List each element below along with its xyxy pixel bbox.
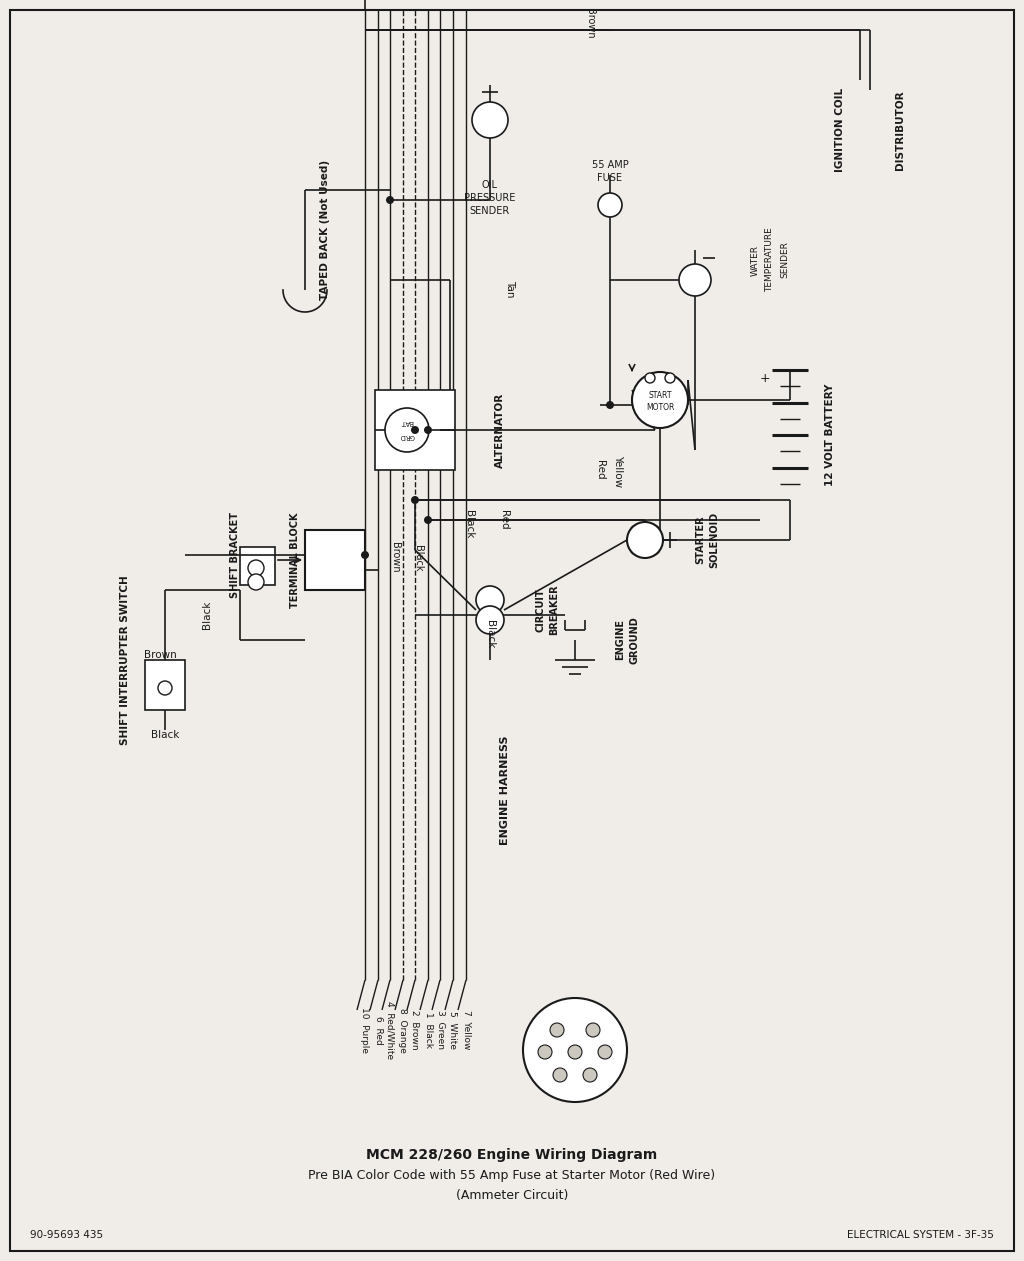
Circle shape [679,264,711,296]
Circle shape [586,1023,600,1037]
Circle shape [550,1023,564,1037]
Text: SOLENOID: SOLENOID [709,512,719,567]
Circle shape [598,193,622,217]
Text: Black: Black [464,509,474,538]
Circle shape [476,586,504,614]
Circle shape [646,541,660,555]
Text: FUSE: FUSE [597,173,623,183]
Text: BAT: BAT [400,419,414,425]
FancyBboxPatch shape [145,660,185,710]
Circle shape [645,373,655,383]
Text: 12 VOLT BATTERY: 12 VOLT BATTERY [825,383,835,487]
Circle shape [248,574,264,590]
Text: Brown: Brown [390,542,400,572]
Text: SENDER: SENDER [780,242,790,279]
Text: Black: Black [151,730,179,740]
Text: GROUND: GROUND [629,617,639,663]
Text: Black: Black [485,620,495,648]
Circle shape [411,426,419,434]
Text: BREAKER: BREAKER [549,585,559,636]
Text: Brown: Brown [585,8,595,39]
Circle shape [553,1068,567,1082]
Text: Pre BIA Color Code with 55 Amp Fuse at Starter Motor (Red Wire): Pre BIA Color Code with 55 Amp Fuse at S… [308,1169,716,1182]
Text: ELECTRICAL SYSTEM - 3F-35: ELECTRICAL SYSTEM - 3F-35 [847,1229,994,1240]
Text: SENDER: SENDER [470,206,510,216]
Circle shape [385,409,429,451]
FancyBboxPatch shape [305,530,365,590]
Text: MCM 228/260 Engine Wiring Diagram: MCM 228/260 Engine Wiring Diagram [367,1148,657,1161]
Circle shape [472,102,508,137]
Text: 1  Black: 1 Black [424,1013,432,1048]
Circle shape [583,1068,597,1082]
Text: (Ammeter Circuit): (Ammeter Circuit) [456,1189,568,1202]
Text: START: START [648,391,672,400]
Text: Black: Black [202,600,212,629]
Text: STARTER: STARTER [695,516,705,565]
Circle shape [538,1045,552,1059]
Text: 90-95693 435: 90-95693 435 [30,1229,103,1240]
Text: DISTRIBUTOR: DISTRIBUTOR [895,91,905,170]
Text: ENGINE: ENGINE [615,619,625,661]
Text: 8  Orange: 8 Orange [398,1008,408,1053]
Circle shape [606,401,614,409]
Text: WATER: WATER [751,245,760,275]
Text: Brown: Brown [143,649,176,660]
Text: Tan: Tan [505,280,515,298]
Text: SHIFT INTERRUPTER SWITCH: SHIFT INTERRUPTER SWITCH [120,575,130,745]
Circle shape [476,607,504,634]
Text: OIL: OIL [482,180,498,190]
Text: CIRCUIT: CIRCUIT [535,588,545,632]
Text: 5  White: 5 White [449,1011,458,1049]
Text: 4  Red/White: 4 Red/White [385,1001,394,1059]
Text: 2  Brown: 2 Brown [411,1010,420,1050]
Text: GRD: GRD [399,433,415,439]
Text: MOTOR: MOTOR [646,402,674,411]
Circle shape [248,560,264,576]
Circle shape [646,525,660,538]
Circle shape [598,1045,612,1059]
Text: 10  Purple: 10 Purple [360,1008,370,1053]
FancyBboxPatch shape [375,390,455,470]
Circle shape [523,997,627,1102]
Circle shape [158,681,172,695]
Text: Yellow: Yellow [613,455,623,487]
Text: IGNITION COIL: IGNITION COIL [835,88,845,171]
Text: Red: Red [595,460,605,479]
Text: ALTERNATOR: ALTERNATOR [495,392,505,468]
Text: +: + [760,372,770,385]
FancyBboxPatch shape [240,547,275,585]
Text: SHIFT BRACKET: SHIFT BRACKET [230,512,240,598]
Circle shape [411,496,419,504]
Circle shape [361,551,369,559]
Text: TERMINAL BLOCK: TERMINAL BLOCK [290,512,300,608]
Circle shape [630,525,644,538]
Text: 3  Green: 3 Green [435,1010,444,1049]
Text: 6  Red: 6 Red [374,1015,383,1044]
Circle shape [424,516,432,525]
Text: TAPED BACK (Not Used): TAPED BACK (Not Used) [319,160,330,300]
Circle shape [665,373,675,383]
Text: Red: Red [499,509,509,530]
Text: PRESSURE: PRESSURE [464,193,516,203]
Text: Black: Black [413,545,423,571]
Text: 7  Yellow: 7 Yellow [462,1010,470,1049]
Circle shape [568,1045,582,1059]
Text: 55 AMP: 55 AMP [592,160,629,170]
Circle shape [632,372,688,427]
Circle shape [627,522,663,559]
Circle shape [630,541,644,555]
Text: TEMPERATURE: TEMPERATURE [766,228,774,293]
Text: ENGINE HARNESS: ENGINE HARNESS [500,735,510,845]
Circle shape [424,426,432,434]
Circle shape [386,195,394,204]
